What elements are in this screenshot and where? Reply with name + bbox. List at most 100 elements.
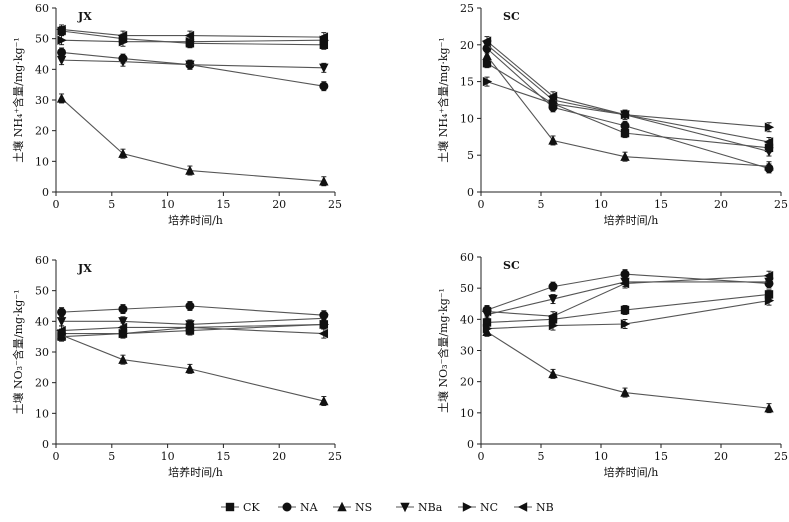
data-point-NA (57, 307, 67, 317)
y-axis-title: 土壤 NO₃⁻含量/mg·kg⁻¹ (436, 288, 450, 413)
data-point-NS (764, 161, 774, 171)
x-tick-label: 25 (774, 198, 788, 211)
series-line-NBa (486, 44, 770, 153)
y-axis-title: 土壤 NO₃⁻含量/mg·kg⁻¹ (11, 290, 25, 415)
series-line-NA (61, 51, 324, 87)
y-tick-label: 40 (35, 63, 49, 76)
series-line-NB (486, 40, 770, 143)
data-point-NS (482, 50, 492, 61)
legend: CK NA NS NBa NC NB (221, 501, 554, 514)
series-NA (482, 43, 774, 174)
y-tick-label: 30 (35, 94, 49, 107)
data-point-NB (619, 110, 630, 120)
x-tick-label: 10 (161, 198, 175, 211)
data-point-CK (482, 318, 492, 327)
series-line-NC (61, 323, 324, 335)
series-line-NC (486, 81, 770, 128)
y-tick-label: 0 (42, 186, 49, 199)
y-tick-label: 0 (42, 438, 49, 451)
data-point-NA (319, 81, 329, 91)
y-tick-label: 40 (460, 313, 474, 326)
x-tick-label: 25 (328, 198, 342, 211)
y-tick-label: 20 (460, 376, 474, 389)
data-point-NS (764, 402, 774, 413)
data-point-NA (620, 269, 630, 279)
x-tick-label: 0 (53, 198, 60, 211)
data-point-NB (481, 36, 492, 46)
series-line-NC (486, 300, 770, 330)
x-tick-label: 0 (53, 450, 60, 463)
data-point-NB (481, 306, 492, 317)
data-point-NC (482, 76, 493, 87)
x-tick-label: 15 (216, 450, 230, 463)
data-point-NBa (56, 55, 67, 66)
data-point-NA (118, 304, 128, 314)
data-point-NA (57, 47, 67, 57)
legend-label-NC: NC (480, 501, 498, 514)
legend-marker-NA (282, 502, 292, 512)
data-point-NB (184, 322, 195, 333)
x-tick-label: 5 (108, 198, 115, 211)
y-tick-label: 30 (460, 345, 474, 358)
chart-panel-1: 0 10 20 30 40 50 60 0 5 10 15 20 25 培养时间/h 土壤 NH₄⁺含量/m… (11, 2, 342, 227)
series-line-CK (61, 30, 324, 46)
x-tick-label: 15 (216, 198, 230, 211)
x-tick-label: 20 (272, 198, 286, 211)
chart-panel-3: 0 10 20 30 40 50 60 0 5 10 15 20 25 培养时间/h 土壤 NO₃⁻含量/m… (11, 254, 342, 479)
data-point-NC (764, 122, 775, 132)
series-line-NBa (61, 59, 324, 69)
data-point-NBa (118, 317, 128, 327)
legend-label-CK: CK (243, 501, 260, 514)
data-point-NB (56, 24, 66, 35)
data-point-NC (764, 295, 775, 306)
data-point-NS (56, 93, 67, 103)
y-tick-label: 0 (467, 186, 474, 199)
x-tick-label: 20 (714, 450, 728, 463)
data-point-NC (319, 319, 330, 330)
panel-label: JX (77, 10, 92, 23)
series-line-NB (61, 28, 324, 38)
legend-label-NB: NB (536, 501, 554, 514)
data-point-NC (185, 37, 196, 47)
data-point-NB (318, 328, 329, 339)
data-point-NA (548, 282, 558, 292)
x-tick-label: 0 (478, 450, 485, 463)
x-tick-label: 25 (328, 450, 342, 463)
legend-marker-NBa (400, 502, 410, 513)
data-point-NBa (56, 317, 67, 327)
series-line-NS (486, 55, 770, 167)
x-tick-label: 20 (714, 198, 728, 211)
series-NA (57, 301, 329, 321)
y-tick-label: 50 (35, 285, 49, 298)
y-tick-label: 40 (35, 315, 49, 328)
y-tick-label: 15 (460, 76, 474, 89)
y-tick-label: 30 (35, 346, 49, 359)
series-line-NBa (486, 281, 769, 316)
legend-marker-NC (462, 502, 473, 512)
y-tick-label: 0 (467, 438, 474, 451)
data-point-NS (548, 368, 558, 379)
series-NC (482, 76, 775, 133)
y-tick-label: 10 (35, 155, 49, 168)
y-tick-label: 60 (35, 254, 49, 267)
series-NB (56, 322, 329, 339)
panel-label: JX (77, 262, 92, 275)
data-point-NB (117, 30, 128, 41)
y-tick-label: 5 (467, 149, 474, 162)
data-point-NB (547, 311, 558, 321)
series-line-NC (61, 39, 324, 43)
series-NBa (56, 55, 329, 73)
data-point-NS (319, 395, 329, 406)
data-point-NS (185, 165, 195, 175)
data-point-NS (548, 135, 558, 145)
series-NS (56, 93, 329, 187)
data-point-NC (118, 328, 129, 339)
legend-label-NBa: NBa (418, 501, 443, 514)
panel-label: SC (503, 10, 520, 23)
x-axis-title: 培养时间/h (168, 465, 223, 479)
x-tick-label: 20 (272, 450, 286, 463)
series-NBa (482, 39, 774, 157)
y-tick-label: 10 (460, 407, 474, 420)
data-point-NB (184, 30, 195, 41)
